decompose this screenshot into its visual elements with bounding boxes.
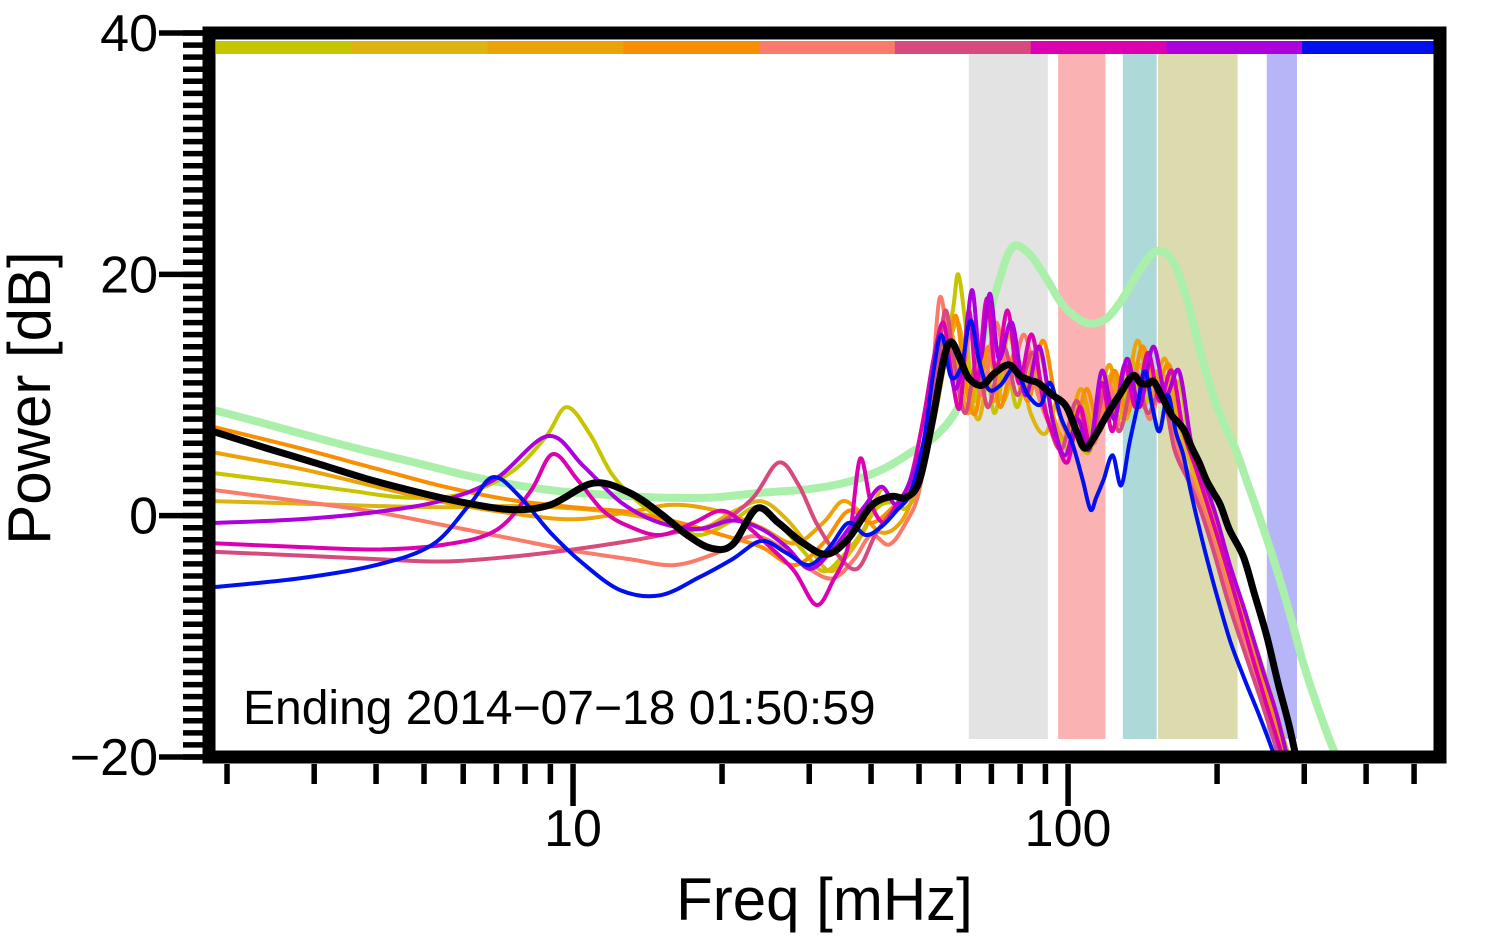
axis-ticks	[159, 30, 1417, 806]
x-axis-title: Freq [mHz]	[676, 866, 973, 933]
series-spectrum-1	[215, 272, 1290, 751]
top-colorbar-segment-1	[216, 41, 353, 54]
top-colorbar-segment-9	[1302, 41, 1439, 54]
y-axis-title: Power [dB]	[0, 251, 63, 544]
series-reference-smooth	[215, 241, 1339, 751]
top-colorbar-segment-6	[894, 41, 1032, 54]
y-tick-label-0: 0	[129, 488, 158, 546]
annotation-text: Ending 2014−07−18 01:50:59	[243, 682, 876, 735]
series-spectrum-9	[215, 318, 1275, 751]
y-tick-label-20: 20	[100, 246, 158, 304]
top-colorbar-segment-7	[1030, 41, 1168, 54]
top-colorbar-segment-4	[623, 41, 760, 54]
top-colorbar-segment-5	[759, 41, 896, 54]
series-mean-spectrum	[215, 338, 1299, 751]
x-tick-label-10: 10	[544, 800, 602, 858]
y-tick-label-−20: −20	[70, 729, 158, 787]
x-tick-label-100: 100	[1025, 800, 1112, 858]
y-tick-label-40: 40	[100, 5, 158, 63]
top-colorbar-segment-2	[351, 41, 489, 54]
plot-frame	[202, 26, 1447, 764]
curves-layer	[215, 241, 1339, 751]
top-colorbar-segment-8	[1166, 41, 1303, 54]
top-colorbar-segment-3	[487, 41, 624, 54]
series-spectrum-8	[215, 288, 1288, 751]
